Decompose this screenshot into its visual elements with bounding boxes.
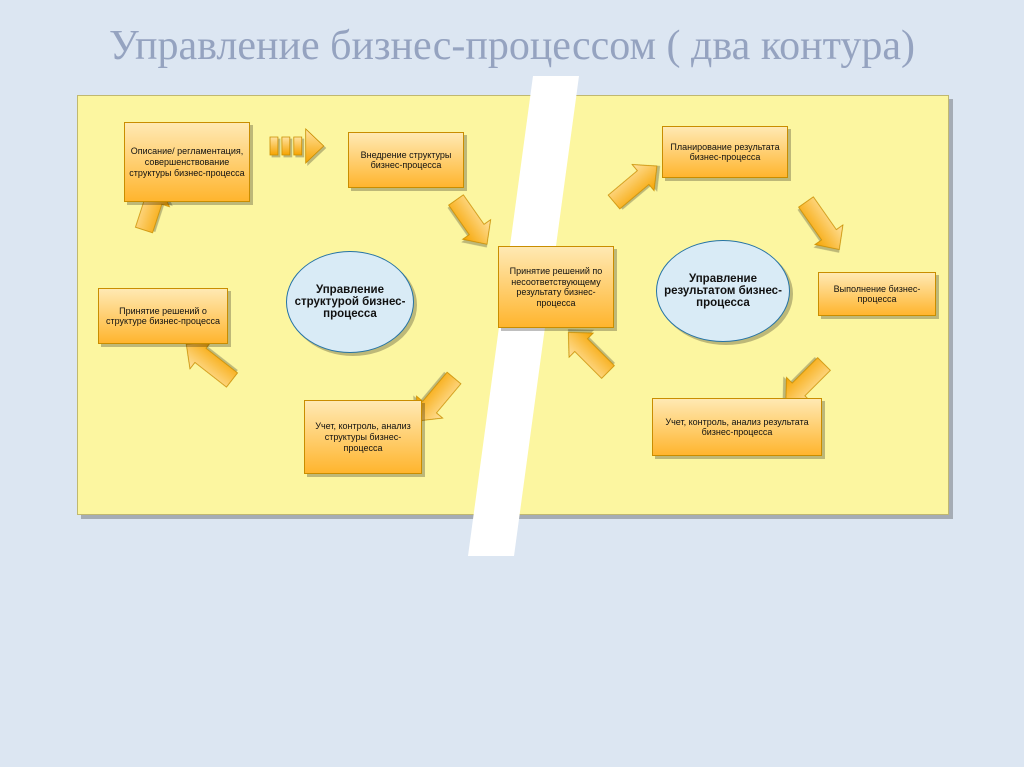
right-oval: Управление результатом бизнес-процесса bbox=[656, 240, 790, 342]
box-bridge: Принятие решений по несоответствующему р… bbox=[498, 246, 614, 328]
box-r-top: Планирование результата бизнес-процесса bbox=[662, 126, 788, 178]
box-l-bottom-label: Учет, контроль, анализ структуры бизнес-… bbox=[309, 421, 417, 453]
box-l-top-right: Внедрение структуры бизнес-процесса bbox=[348, 132, 464, 188]
box-r-top-label: Планирование результата бизнес-процесса bbox=[667, 142, 783, 163]
box-r-right-label: Выполнение бизнес-процесса bbox=[823, 284, 931, 305]
slide-title: Управление бизнес-процессом ( два контур… bbox=[0, 0, 1024, 77]
box-l-bottom: Учет, контроль, анализ структуры бизнес-… bbox=[304, 400, 422, 474]
box-r-bottom-label: Учет, контроль, анализ результата бизнес… bbox=[657, 417, 817, 438]
arrow-a2 bbox=[442, 191, 501, 255]
arrow-a9 bbox=[556, 321, 620, 385]
arrow-a1 bbox=[270, 129, 324, 163]
box-r-bottom: Учет, контроль, анализ результата бизнес… bbox=[652, 398, 822, 456]
box-l-top-left: Описание/ регламентация, совершенствован… bbox=[124, 122, 250, 202]
left-oval-label: Управление структурой бизнес-процесса bbox=[293, 284, 407, 320]
right-oval-label: Управление результатом бизнес-процесса bbox=[663, 273, 783, 309]
diagram-panel: Управление структурой бизнес-процесса Упр… bbox=[77, 95, 949, 515]
box-bridge-label: Принятие решений по несоответствующему р… bbox=[503, 266, 609, 308]
box-r-right: Выполнение бизнес-процесса bbox=[818, 272, 936, 316]
arrow-a7 bbox=[792, 193, 853, 260]
left-oval: Управление структурой бизнес-процесса bbox=[286, 251, 414, 353]
diagram-stage: Управление структурой бизнес-процесса Упр… bbox=[77, 95, 947, 513]
arrow-a6 bbox=[603, 153, 668, 215]
box-l-left: Принятие решений о структуре бизнес-проц… bbox=[98, 288, 228, 344]
box-l-top-right-label: Внедрение структуры бизнес-процесса bbox=[353, 150, 459, 171]
box-l-left-label: Принятие решений о структуре бизнес-проц… bbox=[103, 306, 223, 327]
box-l-top-left-label: Описание/ регламентация, совершенствован… bbox=[129, 146, 245, 178]
